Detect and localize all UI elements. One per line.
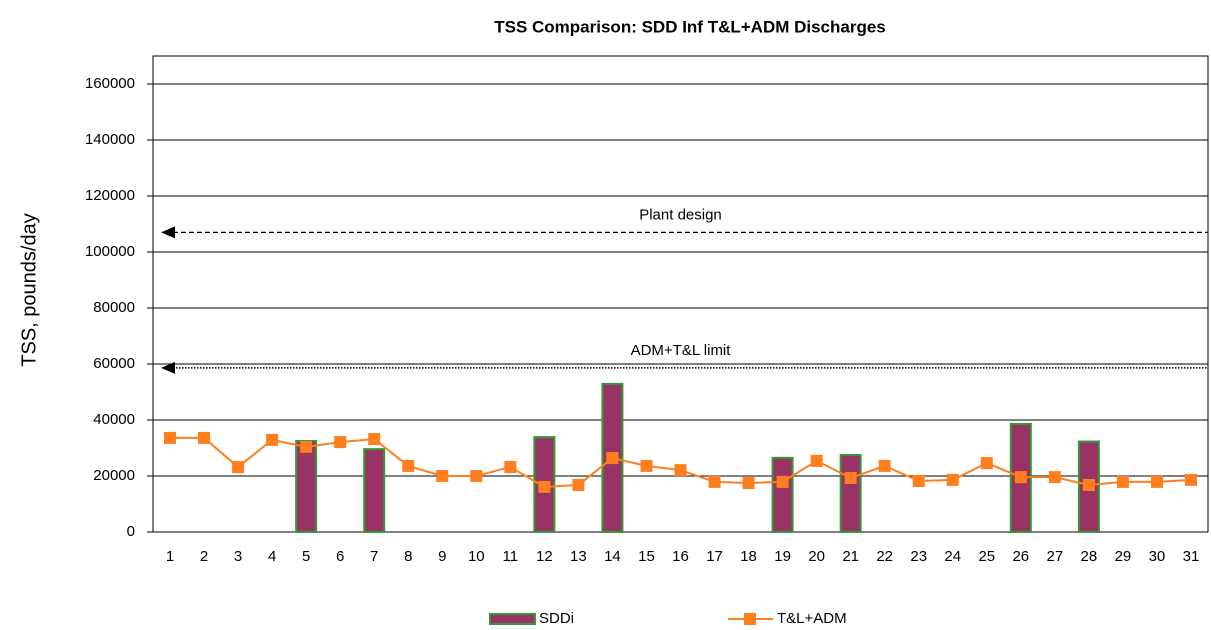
line-marker	[368, 433, 381, 446]
y-tick-label: 100000	[85, 243, 135, 260]
x-tick-label: 2	[200, 548, 208, 565]
bar	[839, 454, 862, 533]
x-tick-label: 9	[438, 548, 446, 565]
line-marker	[504, 461, 517, 474]
reference-label: ADM+T&L limit	[631, 342, 732, 359]
x-tick-label: 12	[536, 548, 553, 565]
line-marker	[538, 480, 551, 493]
line-marker	[470, 470, 483, 482]
line-marker	[334, 436, 347, 449]
x-tick-label: 14	[604, 548, 621, 565]
bar	[363, 448, 386, 533]
line-marker	[164, 431, 177, 444]
line-marker	[980, 457, 993, 470]
legend-marker	[744, 613, 756, 625]
reference-arrow	[161, 361, 175, 374]
line-marker	[912, 475, 925, 488]
bar	[771, 456, 794, 533]
chart-title: TSS Comparison: SDD Inf T&L+ADM Discharg…	[494, 17, 886, 36]
line-marker	[742, 477, 755, 489]
x-tick-label: 6	[336, 548, 344, 565]
line-marker	[1184, 473, 1197, 486]
reference-label: Plant design	[639, 206, 722, 223]
y-tick-label: 140000	[85, 131, 135, 148]
y-tick-label: 0	[127, 523, 135, 540]
line-marker	[708, 475, 721, 488]
x-tick-label: 27	[1047, 548, 1064, 565]
line-marker	[844, 471, 857, 484]
line-marker	[640, 459, 653, 472]
line-marker	[572, 478, 585, 491]
line-marker	[1048, 471, 1061, 484]
y-tick-label: 120000	[85, 187, 135, 204]
line-marker	[878, 459, 891, 472]
x-tick-label: 20	[808, 548, 825, 565]
x-tick-label: 4	[268, 548, 276, 565]
line-marker	[436, 470, 449, 482]
legend-label: T&L+ADM	[777, 610, 847, 627]
line-marker	[1150, 475, 1163, 488]
y-tick-label: 80000	[93, 299, 135, 316]
line-marker	[402, 459, 415, 472]
y-tick-label: 20000	[93, 467, 135, 484]
line-marker	[1014, 471, 1027, 484]
y-tick-label: 160000	[85, 75, 135, 92]
x-tick-label: 7	[370, 548, 378, 565]
x-tick-label: 10	[468, 548, 485, 565]
x-tick-label: 28	[1081, 548, 1098, 565]
line-marker	[776, 475, 789, 488]
x-tick-label: 1	[166, 548, 174, 565]
y-tick-label: 40000	[93, 411, 135, 428]
y-axis-label: TSS, pounds/day	[18, 213, 40, 366]
line-marker	[1116, 475, 1129, 488]
x-tick-label: 17	[706, 548, 723, 565]
bar	[295, 440, 318, 533]
legend-swatch	[489, 613, 536, 625]
line-marker	[266, 433, 279, 446]
x-tick-label: 16	[672, 548, 689, 565]
x-tick-label: 13	[570, 548, 587, 565]
x-tick-label: 31	[1183, 548, 1200, 565]
x-tick-label: 22	[876, 548, 893, 565]
x-tick-label: 26	[1012, 548, 1029, 565]
x-tick-label: 3	[234, 548, 242, 565]
x-tick-label: 21	[842, 548, 859, 565]
reference-arrow	[161, 226, 175, 239]
x-tick-label: 25	[978, 548, 995, 565]
x-tick-label: 5	[302, 548, 310, 565]
y-tick-label: 60000	[93, 355, 135, 372]
line-marker	[946, 473, 959, 486]
line-marker	[810, 454, 823, 467]
x-tick-label: 8	[404, 548, 412, 565]
line-marker	[300, 440, 313, 453]
line-marker	[1082, 478, 1095, 491]
x-tick-label: 15	[638, 548, 655, 565]
line-marker	[674, 464, 687, 477]
x-tick-label: 24	[944, 548, 961, 565]
x-tick-label: 30	[1149, 548, 1166, 565]
x-tick-label: 19	[774, 548, 791, 565]
line-marker	[198, 431, 211, 444]
x-tick-label: 11	[503, 548, 519, 565]
x-tick-label: 23	[910, 548, 927, 565]
line-marker	[232, 461, 245, 474]
legend-label: SDDi	[539, 610, 574, 627]
x-tick-label: 18	[740, 548, 757, 565]
line-marker	[606, 452, 619, 465]
x-tick-label: 29	[1115, 548, 1132, 565]
